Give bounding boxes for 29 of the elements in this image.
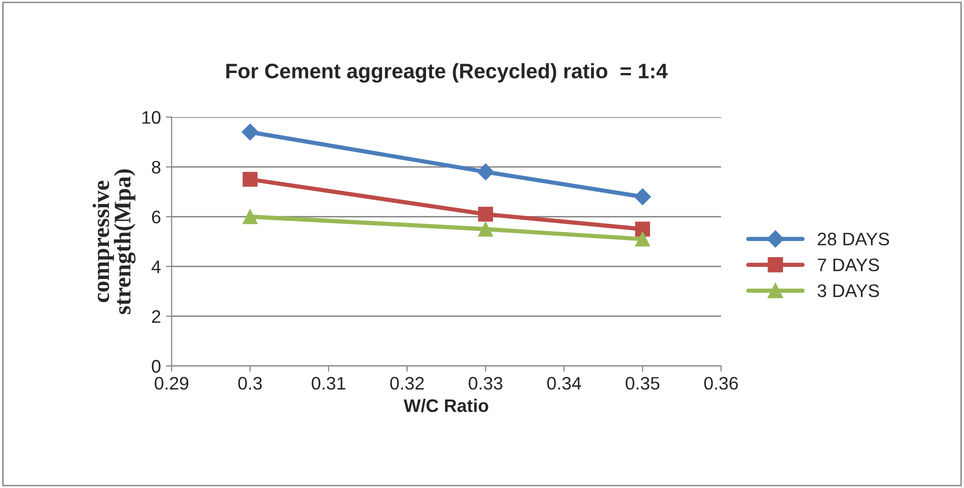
x-tick-label: 0.29 <box>154 376 188 390</box>
x-tick-label: 0.34 <box>547 376 582 390</box>
x-tick-label: 0.32 <box>390 376 424 390</box>
x-tick-label: 0.35 <box>626 376 660 390</box>
y-tick-label: 2 <box>152 310 160 323</box>
point <box>242 209 258 224</box>
y-tick-label: 6 <box>152 210 160 224</box>
point <box>478 222 494 237</box>
x-tick-label: 0.36 <box>704 376 738 390</box>
y-axis-title: compressive strength(Mpa) <box>92 169 136 314</box>
x-axis-title: W/C Ratio <box>404 398 488 412</box>
point <box>242 124 258 140</box>
point <box>478 206 494 222</box>
x-tick-label: 0.31 <box>312 376 346 390</box>
x-tick-label: 0.33 <box>468 376 502 390</box>
y-tick-label: 0 <box>152 360 160 373</box>
x-tick-label: 0.3 <box>238 376 262 390</box>
point <box>635 232 650 247</box>
point <box>242 172 258 187</box>
legend-label: 28 DAYS <box>818 232 890 246</box>
y-tick-label: 10 <box>142 111 160 124</box>
point <box>635 222 650 237</box>
legend-label: 7 DAYS <box>818 258 879 272</box>
legend-label: 3 DAYS <box>818 284 879 298</box>
y-tick-label: 8 <box>152 160 160 174</box>
y-tick-label: 4 <box>152 260 161 273</box>
point <box>477 163 494 180</box>
point <box>634 188 651 206</box>
chart-title: For Cement aggreagte (Recycled) ratio = 1:4 <box>226 63 668 83</box>
